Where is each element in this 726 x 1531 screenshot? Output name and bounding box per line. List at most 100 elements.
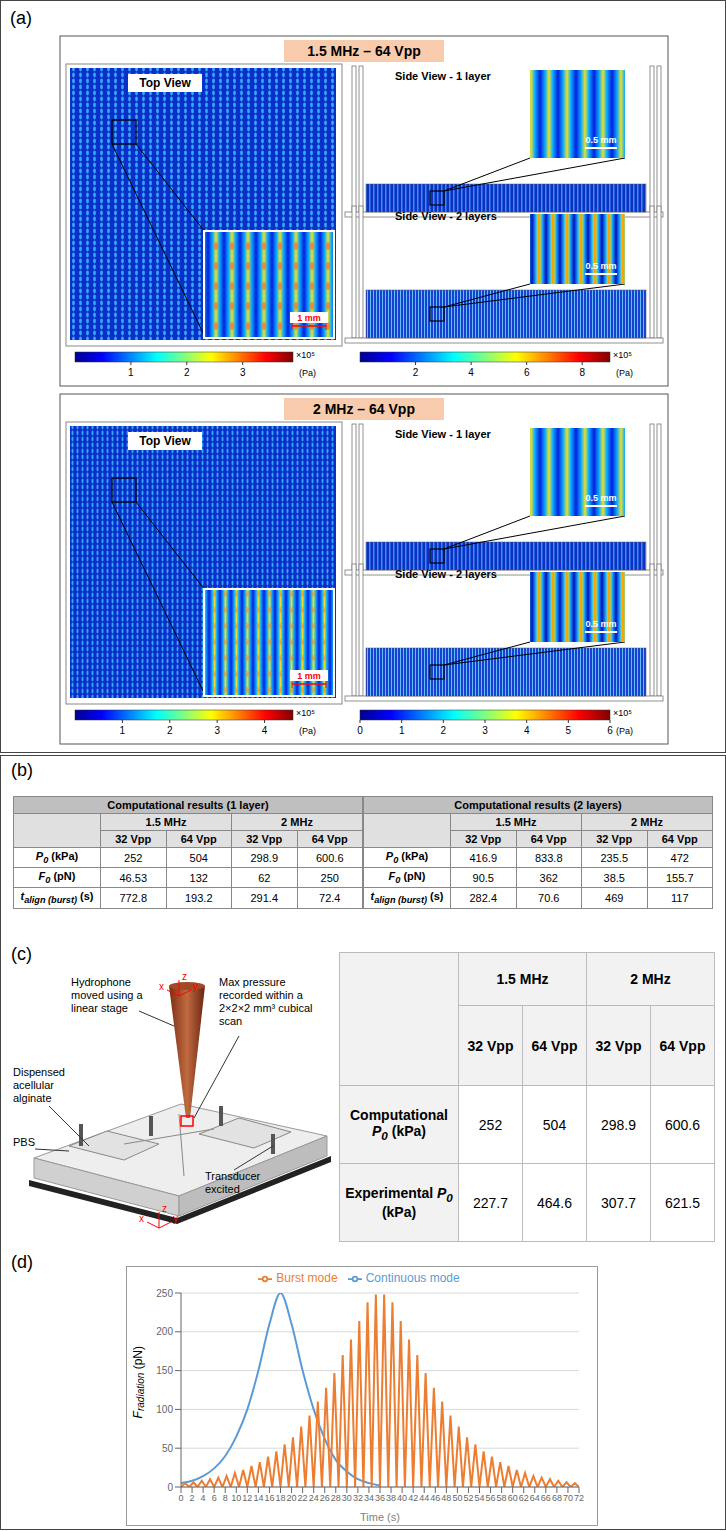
- svg-text:68: 68: [552, 1493, 562, 1503]
- svg-text:y: y: [193, 981, 198, 992]
- svg-text:1.5 MHz – 64 Vpp: 1.5 MHz – 64 Vpp: [307, 43, 421, 59]
- svg-text:(Pa): (Pa): [299, 368, 316, 378]
- svg-text:50: 50: [162, 1443, 174, 1454]
- svg-text:8: 8: [223, 1493, 228, 1503]
- svg-text:46: 46: [430, 1493, 440, 1503]
- svg-text:(a): (a): [10, 8, 32, 28]
- svg-text:2: 2: [190, 1493, 195, 1503]
- svg-text:2: 2: [441, 725, 447, 736]
- svg-text:Dispensedacellularalginate: Dispensedacellularalginate: [13, 1066, 65, 1104]
- svg-text:72: 72: [574, 1493, 584, 1503]
- svg-text:1: 1: [399, 725, 405, 736]
- svg-text:3: 3: [214, 725, 220, 736]
- svg-text:18: 18: [275, 1493, 285, 1503]
- svg-text:1 mm: 1 mm: [297, 313, 321, 323]
- svg-text:32: 32: [353, 1493, 363, 1503]
- svg-text:Top View: Top View: [139, 434, 191, 448]
- svg-text:0: 0: [178, 1493, 183, 1503]
- svg-text:0.5 mm: 0.5 mm: [585, 493, 616, 503]
- svg-text:Hydrophonemoved using alinear: Hydrophonemoved using alinear stage: [71, 976, 143, 1014]
- svg-text:36: 36: [375, 1493, 385, 1503]
- svg-text:(Pa): (Pa): [616, 726, 633, 736]
- svg-text:4: 4: [524, 725, 530, 736]
- svg-text:(Pa): (Pa): [616, 368, 633, 378]
- svg-text:150: 150: [156, 1365, 173, 1376]
- svg-text:42: 42: [408, 1493, 418, 1503]
- svg-text:26: 26: [320, 1493, 330, 1503]
- svg-text:2: 2: [167, 725, 173, 736]
- svg-text:70: 70: [563, 1493, 573, 1503]
- html-text:(d): (d): [11, 1252, 33, 1272]
- svg-text:0.5 mm: 0.5 mm: [585, 135, 616, 145]
- svg-text:6: 6: [607, 725, 613, 736]
- svg-text:64: 64: [530, 1493, 540, 1503]
- svg-text:1 mm: 1 mm: [297, 671, 321, 681]
- svg-text:z: z: [162, 1203, 167, 1214]
- svg-text:12: 12: [242, 1493, 252, 1503]
- svg-text:4: 4: [201, 1493, 206, 1503]
- svg-text:3: 3: [240, 367, 246, 378]
- svg-text:1: 1: [120, 725, 126, 736]
- svg-text:1: 1: [128, 367, 134, 378]
- svg-text:Side View - 1 layer: Side View - 1 layer: [395, 428, 492, 440]
- svg-text:x: x: [139, 1213, 144, 1224]
- svg-text:×10⁵: ×10⁵: [296, 708, 315, 718]
- svg-text:50: 50: [452, 1493, 462, 1503]
- svg-text:14: 14: [253, 1493, 263, 1503]
- svg-text:6: 6: [524, 367, 530, 378]
- svg-text:200: 200: [156, 1326, 173, 1337]
- html-text:P0 (kPa): P0 (kPa): [372, 1123, 426, 1142]
- svg-text:20: 20: [287, 1493, 297, 1503]
- svg-text:100: 100: [156, 1404, 173, 1415]
- svg-text:28: 28: [331, 1493, 341, 1503]
- html-text:(b): (b): [11, 760, 33, 780]
- svg-text:44: 44: [419, 1493, 429, 1503]
- svg-text:60: 60: [508, 1493, 518, 1503]
- svg-text:Transducerexcited: Transducerexcited: [205, 1170, 261, 1195]
- svg-text:Top View: Top View: [139, 76, 191, 90]
- svg-text:2 MHz – 64 Vpp: 2 MHz – 64 Vpp: [313, 401, 415, 417]
- svg-text:PBS: PBS: [13, 1136, 35, 1148]
- svg-text:52: 52: [463, 1493, 473, 1503]
- svg-text:Max pressurerecorded within a2: Max pressurerecorded within a2×2×2 mm³ c…: [219, 976, 313, 1027]
- svg-text:5: 5: [566, 725, 572, 736]
- svg-text:30: 30: [342, 1493, 352, 1503]
- svg-text:4: 4: [468, 367, 474, 378]
- svg-text:2: 2: [413, 367, 419, 378]
- svg-text:×10⁵: ×10⁵: [613, 708, 632, 718]
- svg-text:3: 3: [482, 725, 488, 736]
- svg-text:(Pa): (Pa): [299, 726, 316, 736]
- svg-text:0: 0: [357, 725, 363, 736]
- svg-text:4: 4: [262, 725, 268, 736]
- svg-text:66: 66: [541, 1493, 551, 1503]
- svg-text:Side View - 2 layers: Side View - 2 layers: [395, 568, 497, 580]
- svg-text:22: 22: [298, 1493, 308, 1503]
- svg-text:24: 24: [309, 1493, 319, 1503]
- html-text:(c): (c): [11, 944, 32, 964]
- svg-text:6: 6: [212, 1493, 217, 1503]
- svg-text:38: 38: [386, 1493, 396, 1503]
- svg-text:×10⁵: ×10⁵: [613, 350, 632, 360]
- svg-text:2: 2: [184, 367, 190, 378]
- svg-text:250: 250: [156, 1288, 173, 1299]
- svg-text:0: 0: [167, 1482, 173, 1493]
- svg-text:Side View - 1 layer: Side View - 1 layer: [395, 70, 492, 82]
- svg-text:8: 8: [579, 367, 585, 378]
- svg-text:Side View - 2 layers: Side View - 2 layers: [395, 210, 497, 222]
- svg-text:40: 40: [397, 1493, 407, 1503]
- svg-text:x: x: [159, 981, 164, 992]
- svg-text:×10⁵: ×10⁵: [296, 350, 315, 360]
- svg-text:56: 56: [486, 1493, 496, 1503]
- svg-text:16: 16: [264, 1493, 274, 1503]
- svg-text:0.5 mm: 0.5 mm: [585, 261, 616, 271]
- svg-text:10: 10: [231, 1493, 241, 1503]
- svg-text:62: 62: [519, 1493, 529, 1503]
- svg-text:58: 58: [497, 1493, 507, 1503]
- svg-text:0.5 mm: 0.5 mm: [585, 619, 616, 629]
- svg-text:48: 48: [441, 1493, 451, 1503]
- svg-text:54: 54: [474, 1493, 484, 1503]
- svg-text:z: z: [182, 971, 187, 982]
- svg-text:Time (s): Time (s): [360, 1511, 400, 1523]
- svg-text:y: y: [173, 1213, 178, 1224]
- svg-text:34: 34: [364, 1493, 374, 1503]
